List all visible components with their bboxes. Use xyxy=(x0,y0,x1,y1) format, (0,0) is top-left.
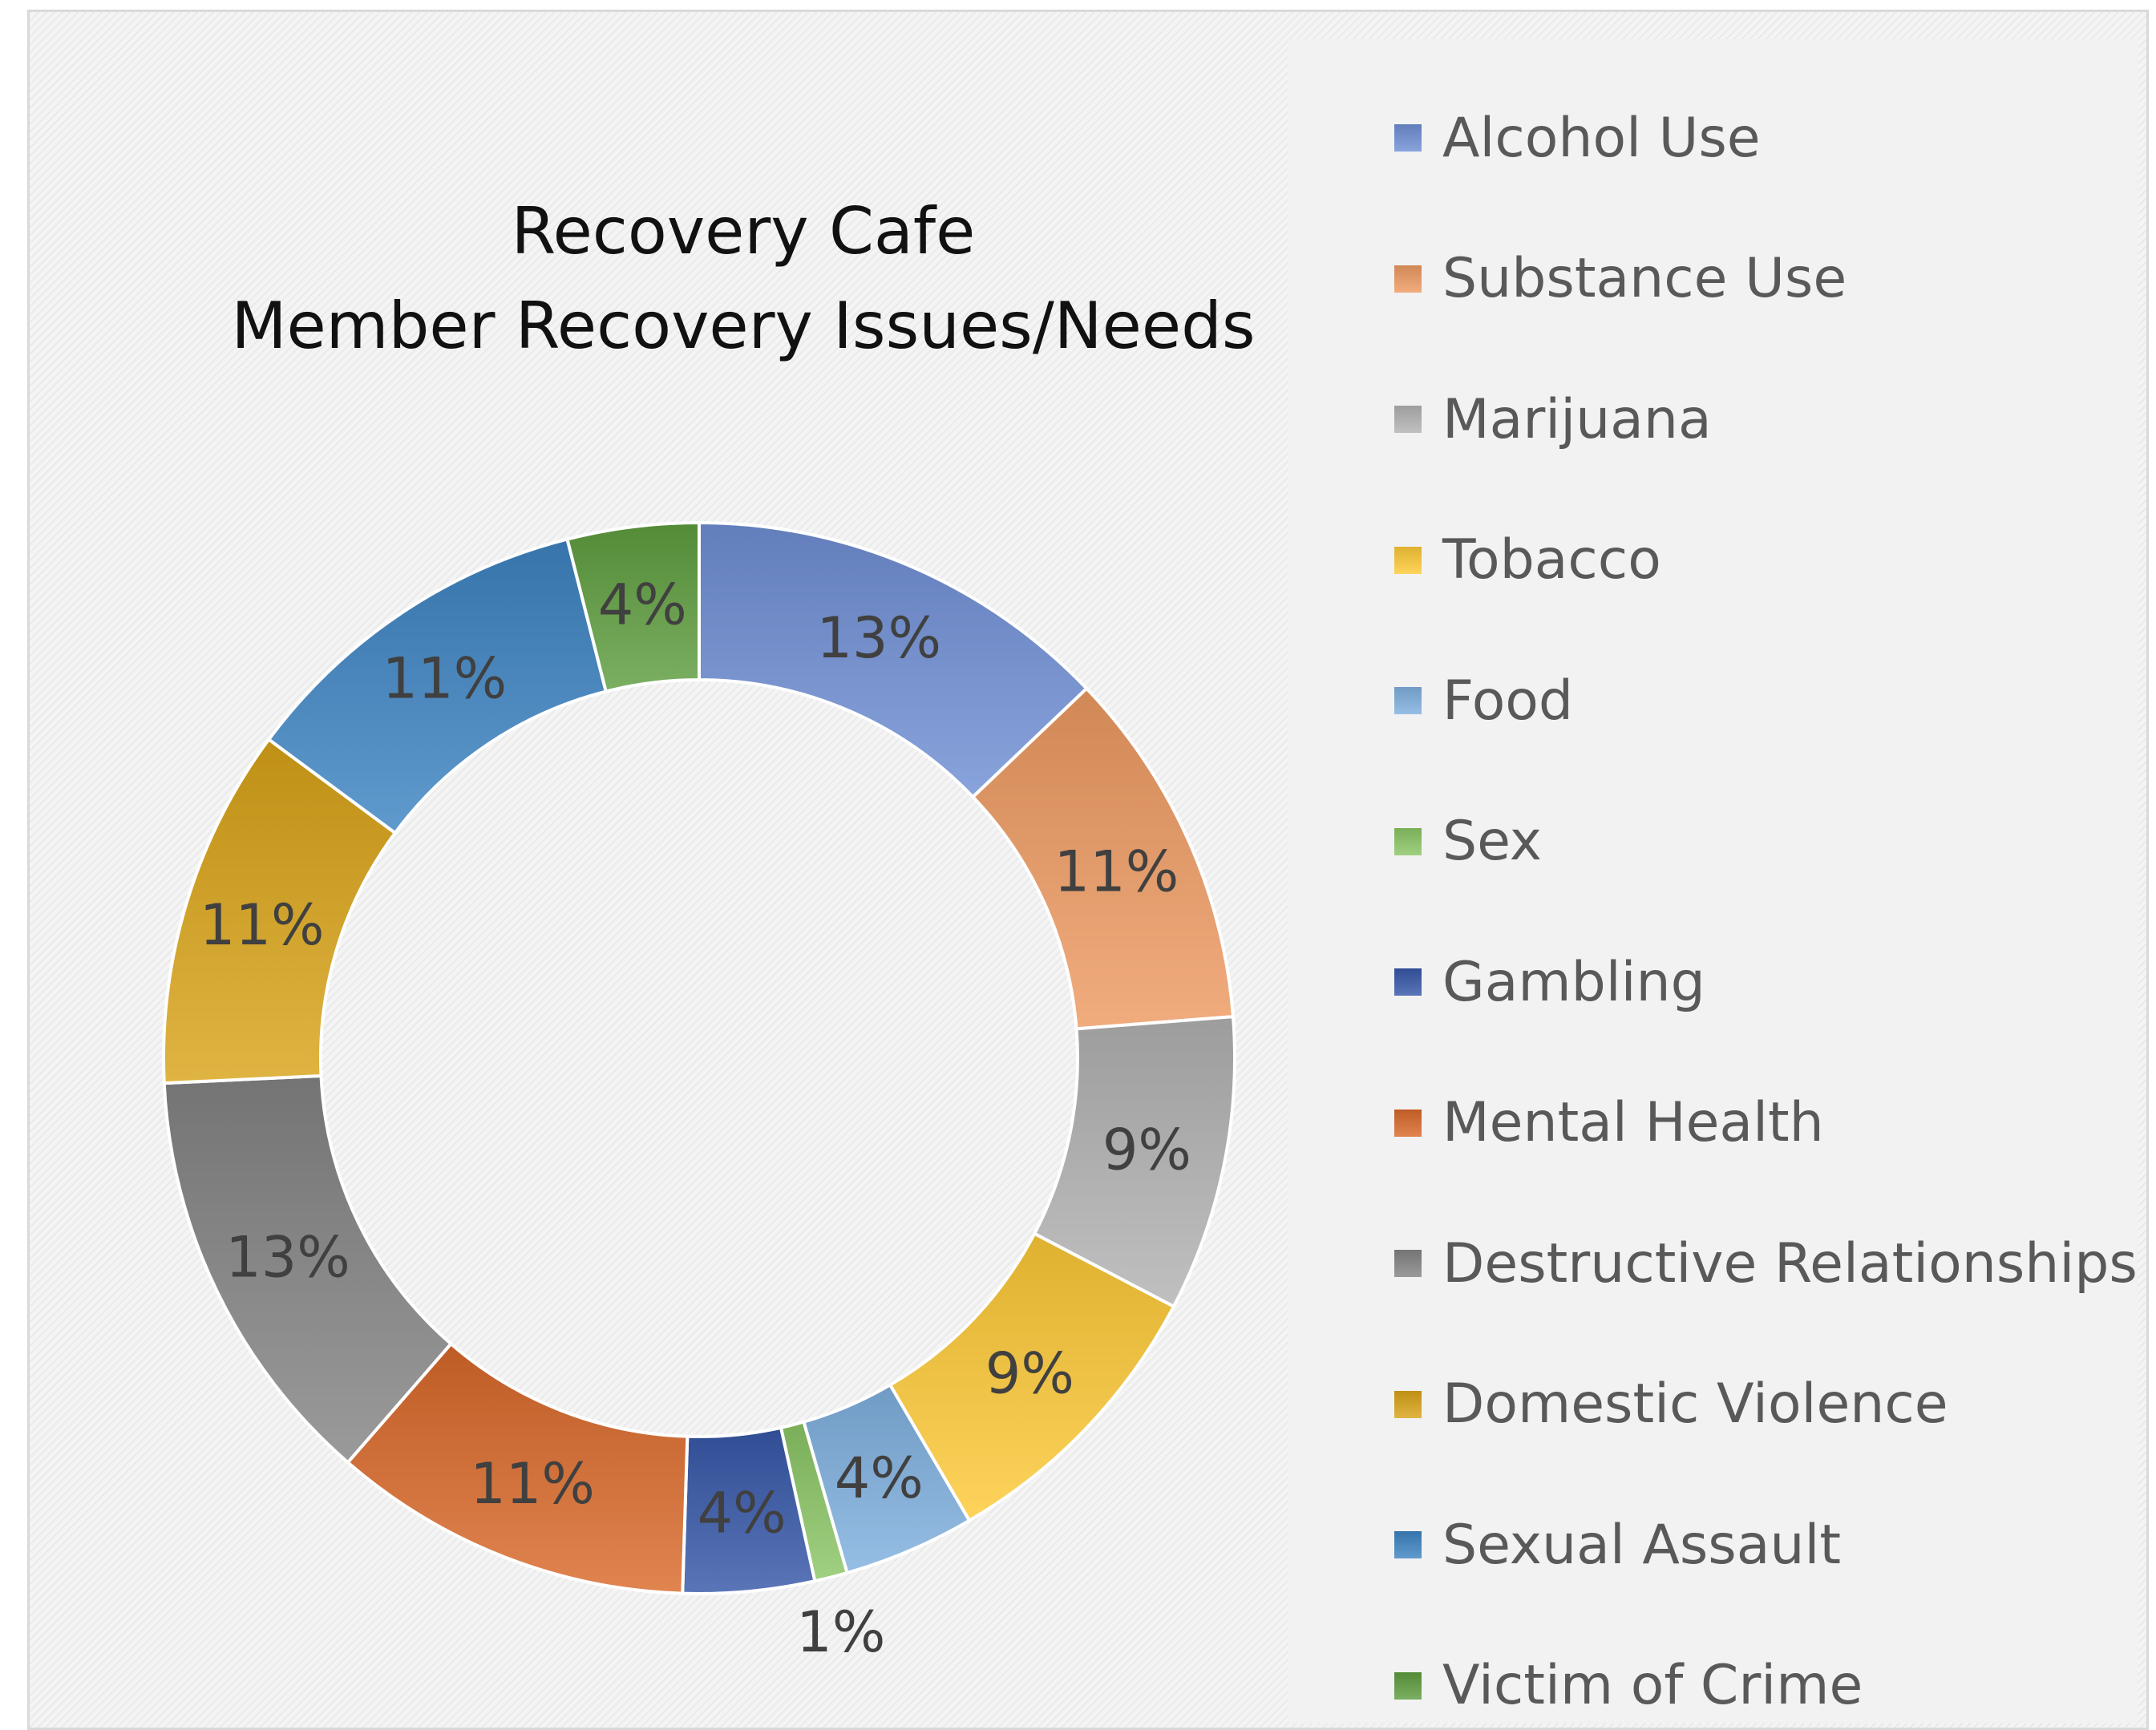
slice-victim-of-crime xyxy=(565,520,701,693)
legend-swatch xyxy=(1394,265,1422,293)
legend-item-substance-use: Substance Use xyxy=(1394,239,1847,319)
chart-area: Recovery Cafe Member Recovery Issues/Nee… xyxy=(27,10,2149,1730)
chart-title-line-1: Recovery Cafe xyxy=(511,194,976,269)
legend-label: Substance Use xyxy=(1442,247,1847,310)
chart-title-line-2: Member Recovery Issues/Needs xyxy=(231,289,1256,363)
legend-swatch xyxy=(1394,827,1422,855)
legend-item-gambling: Gambling xyxy=(1394,942,1705,1022)
legend-item-tobacco: Tobacco xyxy=(1394,520,1661,600)
data-label-alcohol-use: 13% xyxy=(816,605,941,671)
legend-label: Alcohol Use xyxy=(1442,106,1761,170)
chart-title: Recovery Cafe Member Recovery Issues/Nee… xyxy=(94,184,1393,374)
legend-item-marijuana: Marijuana xyxy=(1394,379,1712,459)
data-label-gambling: 4% xyxy=(698,1481,787,1546)
legend-swatch xyxy=(1394,1250,1422,1277)
legend-swatch xyxy=(1394,968,1422,996)
data-label-substance-use: 11% xyxy=(1054,839,1179,905)
legend-swatch xyxy=(1394,1390,1422,1418)
legend-label: Victim of Crime xyxy=(1442,1654,1863,1717)
legend-swatch xyxy=(1394,1531,1422,1558)
legend-item-sexual-assault: Sexual Assault xyxy=(1394,1505,1841,1585)
legend-label: Tobacco xyxy=(1442,528,1661,592)
data-label-victim-of-crime: 4% xyxy=(598,572,687,637)
legend-label: Marijuana xyxy=(1442,387,1712,451)
data-label-mental-health: 11% xyxy=(470,1451,595,1517)
data-label-marijuana: 9% xyxy=(1102,1117,1191,1182)
data-label-destructive-relationships: 13% xyxy=(225,1224,350,1290)
legend-swatch xyxy=(1394,124,1422,152)
legend-item-alcohol-use: Alcohol Use xyxy=(1394,98,1761,178)
legend-label: Domestic Violence xyxy=(1442,1372,1948,1436)
donut-chart: 13%11%9%9%4%1%4%11%13%11%11%4% xyxy=(162,520,1236,1665)
legend-item-domestic-violence: Domestic Violence xyxy=(1394,1364,1948,1445)
legend-item-mental-health: Mental Health xyxy=(1394,1083,1824,1163)
legend-label: Sex xyxy=(1442,810,1543,873)
data-label-sexual-assault: 11% xyxy=(382,646,508,712)
data-label-domestic-violence: 11% xyxy=(200,892,325,958)
legend-item-destructive-relationships: Destructive Relationships xyxy=(1394,1223,2138,1304)
data-label-tobacco: 9% xyxy=(985,1341,1074,1407)
legend-label: Destructive Relationships xyxy=(1442,1231,2138,1295)
legend-label: Sexual Assault xyxy=(1442,1513,1842,1577)
legend-swatch xyxy=(1394,406,1422,433)
legend-label: Food xyxy=(1442,669,1574,733)
legend: Alcohol Use Substance Use Marijuana Tobacco… xyxy=(1288,39,2138,1723)
legend-swatch xyxy=(1394,1671,1422,1700)
legend-swatch xyxy=(1394,687,1422,714)
legend-item-sex: Sex xyxy=(1394,802,1542,882)
legend-item-food: Food xyxy=(1394,661,1573,741)
data-label-food: 4% xyxy=(835,1445,924,1511)
legend-item-victim-of-crime: Victim of Crime xyxy=(1394,1646,1863,1726)
legend-swatch xyxy=(1394,546,1422,574)
data-label-sex: 1% xyxy=(796,1599,885,1665)
legend-label: Mental Health xyxy=(1442,1091,1824,1154)
legend-swatch xyxy=(1394,1109,1422,1137)
legend-label: Gambling xyxy=(1442,950,1705,1014)
